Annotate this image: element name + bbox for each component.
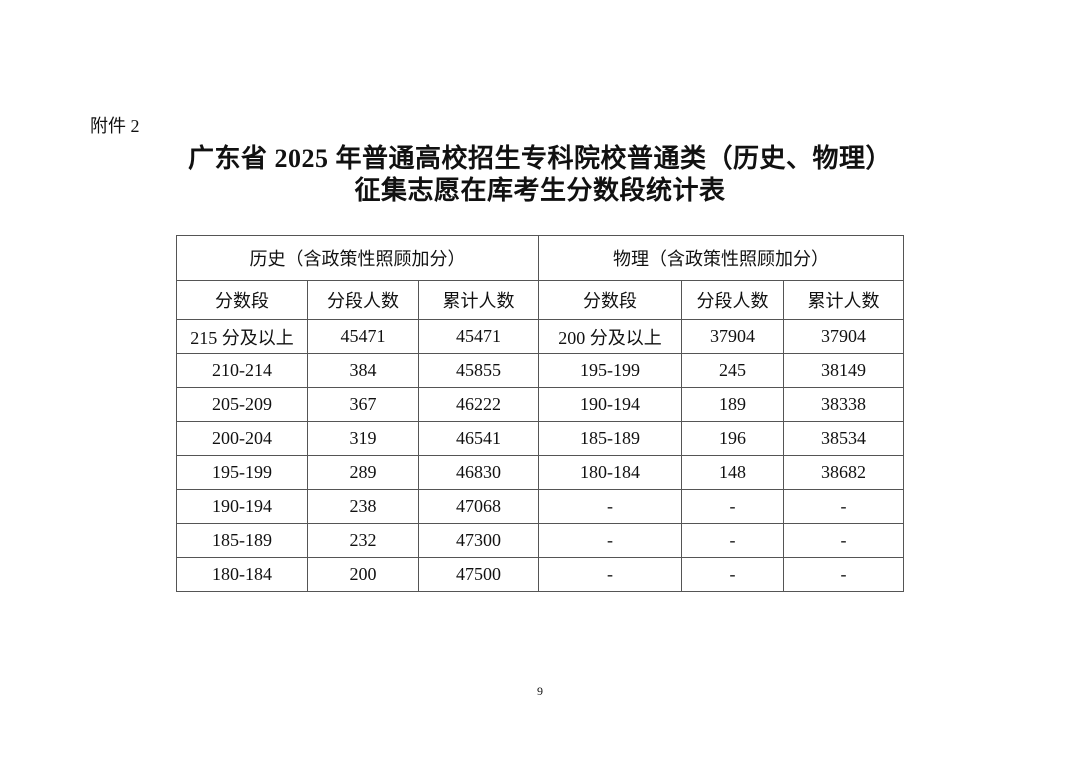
table-cell: 195-199	[538, 353, 682, 388]
table-cell: 200	[307, 557, 419, 592]
table-cell: -	[681, 557, 784, 592]
table-cell: 46830	[418, 455, 539, 490]
group-header-history: 历史（含政策性照顾加分）	[176, 235, 539, 281]
table-cell: -	[783, 523, 904, 558]
table-cell: 205-209	[176, 387, 308, 422]
page-number: 9	[537, 684, 543, 698]
score-distribution-table: 历史（含政策性照顾加分） 物理（含政策性照顾加分） 分数段 分段人数 累计人数 分数段…	[176, 235, 904, 592]
table-cell: 190-194	[176, 489, 308, 524]
column-header: 分段人数	[307, 280, 419, 320]
table-cell: -	[783, 489, 904, 524]
table-cell: 37904	[783, 319, 904, 354]
table-cell: -	[538, 489, 682, 524]
table-cell: 37904	[681, 319, 784, 354]
table-cell: 47500	[418, 557, 539, 592]
column-header: 分段人数	[681, 280, 784, 320]
column-header-row: 分数段 分段人数 累计人数 分数段 分段人数 累计人数	[176, 280, 904, 320]
table-cell: 238	[307, 489, 419, 524]
column-header: 累计人数	[418, 280, 539, 320]
table-cell: 46222	[418, 387, 539, 422]
column-header: 累计人数	[783, 280, 904, 320]
table-cell: -	[681, 489, 784, 524]
table-cell: 38149	[783, 353, 904, 388]
table-cell: 200-204	[176, 421, 308, 456]
table-row: 205-209 367 46222 190-194 189 38338	[176, 387, 904, 422]
table-cell: -	[681, 523, 784, 558]
table-cell: 189	[681, 387, 784, 422]
table-row: 195-199 289 46830 180-184 148 38682	[176, 455, 904, 490]
table-cell: 45471	[418, 319, 539, 354]
table-cell: 215 分及以上	[176, 319, 308, 354]
table-cell: 245	[681, 353, 784, 388]
table-cell: 319	[307, 421, 419, 456]
table-cell: 38534	[783, 421, 904, 456]
table-cell: 45855	[418, 353, 539, 388]
table-cell: 180-184	[538, 455, 682, 490]
column-header: 分数段	[176, 280, 308, 320]
table-cell: 180-184	[176, 557, 308, 592]
attachment-label: 附件 2	[90, 116, 140, 136]
document-title-line2: 征集志愿在库考生分数段统计表	[354, 176, 726, 205]
table-cell: -	[783, 557, 904, 592]
table-cell: -	[538, 523, 682, 558]
table-cell: 210-214	[176, 353, 308, 388]
table-cell: 38682	[783, 455, 904, 490]
table-row: 180-184 200 47500- - -	[176, 557, 904, 592]
table-cell: 47068	[418, 489, 539, 524]
table-cell: 190-194	[538, 387, 682, 422]
table-cell: 195-199	[176, 455, 308, 490]
table-row: 200-204 319 46541 185-189 196 38534	[176, 421, 904, 456]
column-header: 分数段	[538, 280, 682, 320]
document-title-line1: 广东省 2025 年普通高校招生专科院校普通类（历史、物理）	[187, 144, 892, 173]
table-cell: 46541	[418, 421, 539, 456]
table-cell: 47300	[418, 523, 539, 558]
table-cell: 185-189	[538, 421, 682, 456]
table-cell: 45471	[307, 319, 419, 354]
group-header-row: 历史（含政策性照顾加分） 物理（含政策性照顾加分）	[176, 235, 904, 281]
table-cell: 148	[681, 455, 784, 490]
table-cell: 185-189	[176, 523, 308, 558]
table-cell: 367	[307, 387, 419, 422]
table-row: 190-194 238 47068- - -	[176, 489, 904, 524]
table-cell: 384	[307, 353, 419, 388]
table-row: 185-189 232 47300- - -	[176, 523, 904, 558]
table-cell: 38338	[783, 387, 904, 422]
table-row: 215 分及以上 45471 45471 200 分及以上 37904 37904	[176, 319, 904, 354]
table-row: 210-214 384 45855 195-199 245 38149	[176, 353, 904, 388]
table-cell: 289	[307, 455, 419, 490]
table-cell: -	[538, 557, 682, 592]
table-cell: 196	[681, 421, 784, 456]
table-cell: 200 分及以上	[538, 319, 682, 354]
table-cell: 232	[307, 523, 419, 558]
group-header-physics: 物理（含政策性照顾加分）	[538, 235, 904, 281]
